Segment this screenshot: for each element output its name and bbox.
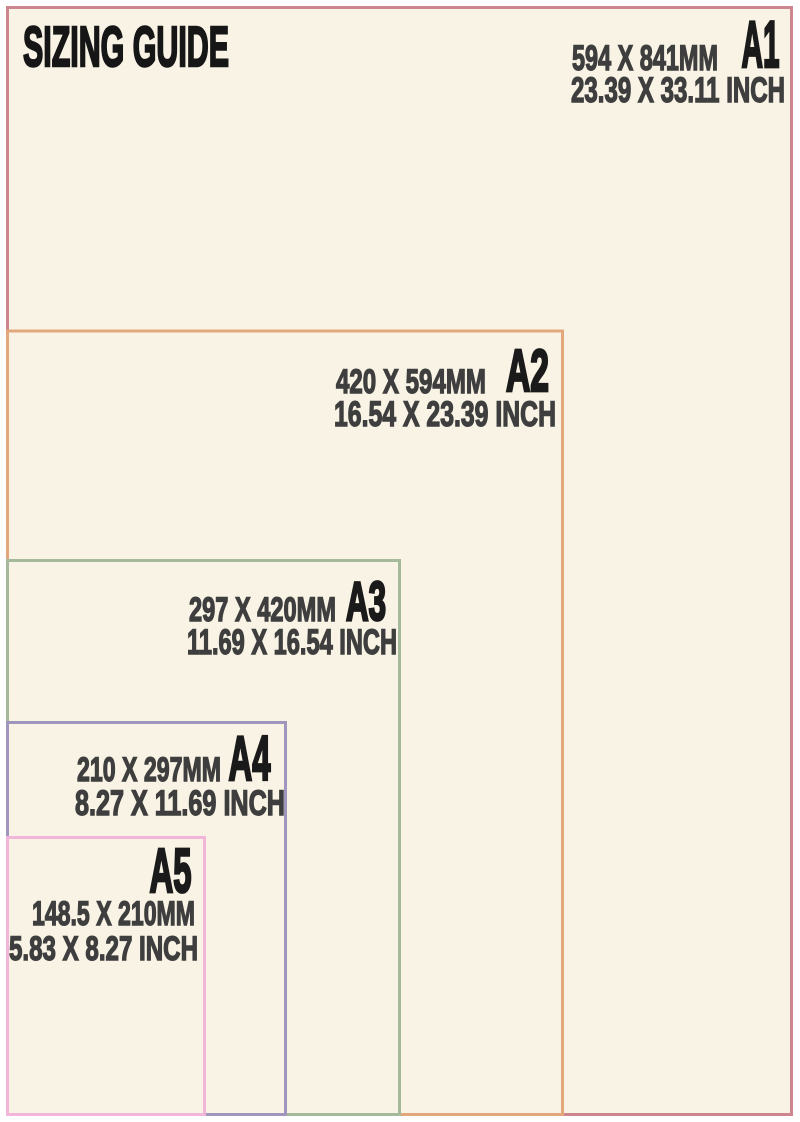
svg-text:A3: A3 xyxy=(346,570,386,632)
svg-text:A1: A1 xyxy=(742,7,780,81)
svg-text:16.54 X 23.39 INCH: 16.54 X 23.39 INCH xyxy=(334,395,556,434)
svg-text:8.27 X 11.69 INCH: 8.27 X 11.69 INCH xyxy=(75,784,285,823)
svg-text:148.5 X 210MM: 148.5 X 210MM xyxy=(32,895,195,933)
svg-text:11.69 X 16.54 INCH: 11.69 X 16.54 INCH xyxy=(187,623,397,662)
svg-text:297 X 420MM: 297 X 420MM xyxy=(189,591,336,629)
svg-text:SIZING GUIDE: SIZING GUIDE xyxy=(23,15,229,79)
svg-text:23.39 X 33.11 INCH: 23.39 X 33.11 INCH xyxy=(571,71,785,110)
svg-text:210 X 297MM: 210 X 297MM xyxy=(77,751,221,789)
svg-text:A2: A2 xyxy=(506,338,549,404)
svg-text:A4: A4 xyxy=(229,724,271,794)
svg-text:5.83 X 8.27 INCH: 5.83 X 8.27 INCH xyxy=(9,930,198,968)
svg-text:594 X 841MM: 594 X 841MM xyxy=(572,39,718,78)
svg-text:420 X 594MM: 420 X 594MM xyxy=(336,363,486,401)
svg-text:A5: A5 xyxy=(150,837,192,906)
